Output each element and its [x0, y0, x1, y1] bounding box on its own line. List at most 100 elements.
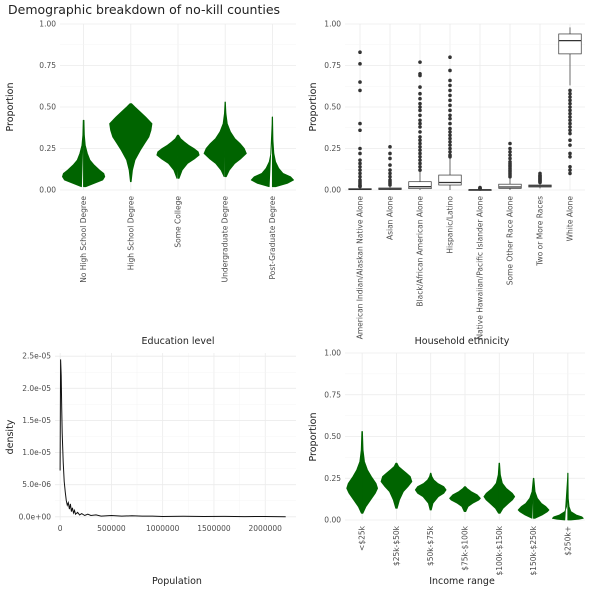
outlier-point [358, 151, 362, 156]
outlier-point [568, 91, 572, 96]
outlier-point [418, 161, 422, 166]
outlier-point [418, 101, 422, 106]
y-tick-label: 1.00 [324, 20, 341, 29]
outlier-point [418, 73, 422, 78]
outlier-point [358, 171, 362, 176]
outlier-point [568, 164, 572, 169]
outlier-point [418, 91, 422, 96]
outlier-point [448, 83, 452, 88]
y-tick-label: 0.25 [324, 144, 341, 153]
outlier-point [448, 136, 452, 141]
outlier-point [418, 148, 422, 152]
outlier-point [448, 150, 452, 154]
outlier-point [448, 55, 452, 59]
outlier-point [568, 138, 572, 142]
outlier-point [508, 150, 512, 154]
outlier-point [388, 174, 392, 179]
outlier-point [508, 153, 512, 157]
x-tick-label: 2000000 [249, 524, 283, 533]
x-tick-label: 1500000 [197, 524, 231, 533]
outlier-point [478, 187, 482, 191]
outlier-point [508, 174, 512, 179]
density-line [59, 359, 286, 518]
outlier-point [418, 121, 422, 126]
panel-population: 0.0e+00 5.0e-06 1.0e-05 1.5e-05 2.0e-05 2.5e-… [5, 352, 296, 587]
x-axis-title: Income range [429, 576, 495, 587]
x-tick-label: Post-Graduate Degree [268, 196, 277, 280]
y-axis-title: Proportion [5, 82, 16, 131]
outlier-point [448, 93, 452, 98]
outlier-point [388, 171, 392, 176]
x-tick-label: Two or More Races [536, 196, 545, 267]
x-tick-label: White Alone [566, 196, 575, 242]
outlier-point [358, 62, 362, 66]
outlier-point [418, 125, 422, 129]
outlier-point [538, 180, 542, 185]
outlier-point [568, 151, 572, 156]
outlier-point [418, 135, 422, 139]
box-body [408, 181, 432, 190]
x-axis-title: Household ethnicity [415, 336, 510, 347]
y-axis-title: density [5, 419, 16, 454]
outlier-point [418, 151, 422, 156]
x-tick-label: $150k-$250k [529, 525, 538, 575]
x-tick-label: Undergraduate Degree [221, 196, 230, 283]
outlier-point [448, 143, 452, 147]
outlier-point [568, 143, 572, 147]
y-axis-title: Proportion [308, 412, 319, 461]
x-tick-label: Hispanic/Latino [446, 196, 455, 254]
outlier-point [418, 60, 422, 64]
y-tick-label: 1.00 [39, 20, 56, 29]
outlier-point [418, 164, 422, 169]
panel-education: 0.00 0.25 0.50 0.75 1.00 Education level Propo… [5, 20, 296, 347]
outlier-point [448, 113, 452, 118]
violin [552, 472, 584, 521]
outlier-point [448, 140, 452, 144]
outlier-point [388, 156, 392, 161]
outlier-point [448, 146, 452, 151]
outlier-point [418, 155, 422, 159]
box-body [498, 183, 522, 189]
outlier-point [568, 98, 572, 103]
outlier-point [358, 184, 362, 189]
y-axis-title: Proportion [308, 82, 319, 131]
x-tick-label: $100k-$150k [495, 525, 504, 575]
outlier-point [448, 68, 452, 73]
outlier-point [568, 108, 572, 113]
outlier-point [568, 95, 572, 99]
outlier-point [418, 168, 422, 172]
outlier-point [418, 138, 422, 142]
outlier-point [568, 131, 572, 136]
x-tick-label: 500000 [97, 524, 126, 533]
y-tick-label: 1.0e-05 [22, 448, 51, 457]
outlier-point [358, 161, 362, 166]
y-tick-label: 0.75 [324, 390, 341, 399]
x-tick-label: Native Hawaiian/Pacific Islander Alone [476, 196, 485, 340]
outlier-point [418, 85, 422, 89]
figure-title: Demographic breakdown of no-kill countie… [8, 2, 281, 17]
x-tick-label: $50k-$75k [426, 525, 435, 566]
x-tick-label: <$25k [358, 525, 367, 551]
outlier-point [418, 108, 422, 113]
x-tick-label: Black/African American Alone [416, 196, 425, 307]
outlier-point [448, 98, 452, 103]
outlier-point [568, 105, 572, 109]
outlier-point [358, 168, 362, 172]
x-axis-title: Population [152, 576, 202, 587]
outlier-point [358, 50, 362, 55]
outlier-point [418, 130, 422, 134]
x-tick-label: 1000000 [146, 524, 180, 533]
outlier-point [358, 174, 362, 179]
outlier-point [508, 156, 512, 161]
outlier-point [388, 183, 392, 187]
y-tick-label: 0.25 [39, 144, 56, 153]
x-axis-title: Education level [142, 336, 215, 347]
outlier-point [358, 128, 362, 133]
outlier-point [388, 163, 392, 167]
outlier-point [448, 103, 452, 108]
outlier-point [358, 164, 362, 169]
violin [414, 472, 447, 511]
y-tick-label: 0.00 [39, 186, 56, 195]
outlier-point [418, 96, 422, 101]
